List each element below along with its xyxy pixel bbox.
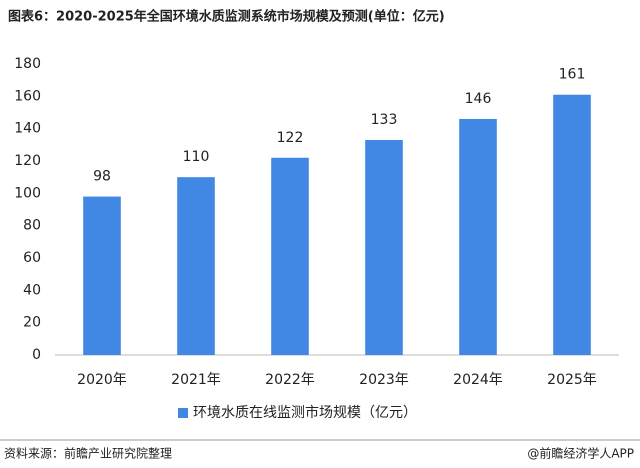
- y-tick-label: 0: [32, 347, 41, 363]
- y-tick-label: 140: [14, 121, 41, 137]
- chart-title: 图表6：2020-2025年全国环境水质监测系统市场规模及预测(单位：亿元): [8, 9, 445, 25]
- bar: [177, 177, 215, 355]
- x-tick-label: 2021年: [171, 372, 221, 388]
- x-tick-label: 2025年: [547, 372, 597, 388]
- y-tick-label: 60: [23, 250, 41, 266]
- bar: [365, 139, 403, 355]
- y-tick-label: 100: [14, 185, 41, 201]
- data-label: 161: [559, 67, 586, 83]
- y-tick-label: 120: [14, 153, 41, 169]
- x-tick-label: 2020年: [77, 372, 127, 388]
- y-tick-label: 40: [23, 282, 41, 298]
- brand: @前瞻经济学人APP: [527, 446, 634, 461]
- source: 资料来源：前瞻产业研究院整理: [4, 446, 172, 461]
- data-label: 146: [465, 91, 492, 107]
- bar: [271, 157, 309, 355]
- y-tick-label: 160: [14, 88, 41, 104]
- x-tick-label: 2023年: [359, 372, 409, 388]
- bar: [83, 196, 121, 355]
- data-label: 110: [183, 149, 210, 165]
- y-tick-label: 80: [23, 218, 41, 234]
- data-label: 133: [371, 112, 398, 128]
- legend-label: 环境水质在线监测市场规模（亿元）: [193, 404, 417, 421]
- bar: [553, 94, 591, 355]
- legend-swatch: [178, 408, 188, 418]
- x-tick-label: 2022年: [265, 372, 315, 388]
- data-label: 98: [93, 169, 111, 185]
- data-label: 122: [277, 130, 304, 146]
- y-tick-label: 180: [14, 56, 41, 72]
- y-tick-label: 20: [23, 315, 41, 331]
- bar: [459, 118, 497, 355]
- x-tick-label: 2024年: [453, 372, 503, 388]
